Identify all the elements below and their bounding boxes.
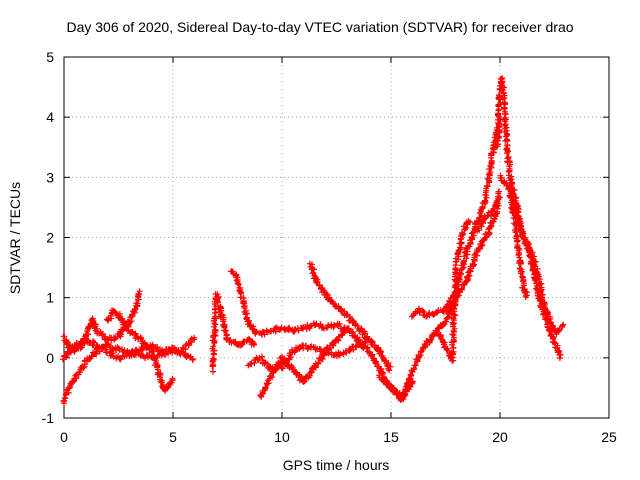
series-trace-7	[245, 336, 372, 375]
axis-ticks	[63, 56, 610, 419]
data-point-markers	[435, 218, 473, 364]
data-point-markers	[506, 193, 531, 300]
x-tick-label: 20	[492, 429, 508, 445]
y-axis-title: SDTVAR / TECUs	[7, 182, 23, 294]
data-point-markers	[60, 334, 198, 407]
data-point-markers	[497, 172, 567, 338]
x-tick-label: 0	[60, 429, 68, 445]
y-tick-label: 4	[46, 109, 54, 125]
y-tick-label: 3	[46, 169, 54, 185]
x-tick-label: 25	[601, 429, 617, 445]
data-point-markers	[409, 116, 504, 320]
data-point-markers	[209, 291, 257, 375]
series-trace-15	[497, 172, 567, 338]
series-trace-4	[60, 335, 196, 363]
data-point-markers	[228, 268, 351, 338]
series-trace-6	[228, 268, 351, 338]
data-point-markers	[306, 260, 394, 374]
y-tick-labels: -1 0 1 2 3 4 5	[42, 49, 55, 426]
x-axis-title: GPS time / hours	[283, 457, 390, 473]
data-series	[60, 75, 567, 407]
y-tick-label: -1	[42, 410, 55, 426]
chart-title: Day 306 of 2020, Sidereal Day-to-day VTE…	[66, 19, 573, 35]
series-trace-11	[409, 116, 504, 320]
x-tick-labels: 0 5 10 15 20 25	[60, 429, 617, 445]
y-tick-label: 5	[46, 49, 54, 65]
x-tick-label: 5	[169, 429, 177, 445]
series-trace-5	[209, 291, 257, 375]
y-tick-label: 1	[46, 290, 54, 306]
data-point-markers	[245, 336, 372, 375]
x-tick-label: 10	[274, 429, 290, 445]
series-trace-8	[306, 260, 394, 374]
y-tick-label: 0	[46, 350, 54, 366]
y-tick-label: 2	[46, 230, 54, 246]
data-point-markers	[60, 335, 196, 363]
series-trace-1	[60, 334, 198, 407]
data-point-markers	[474, 199, 501, 235]
series-trace-13	[474, 199, 501, 235]
x-tick-label: 15	[383, 429, 399, 445]
series-trace-16	[506, 193, 531, 300]
series-trace-12	[435, 218, 473, 364]
